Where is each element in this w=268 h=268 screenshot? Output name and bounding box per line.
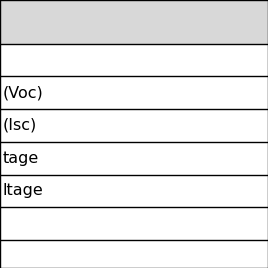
Bar bbox=[0, 0, 268, 44]
Text: tage: tage bbox=[2, 151, 38, 166]
Text: (Voc): (Voc) bbox=[2, 85, 43, 100]
Text: (Isc): (Isc) bbox=[2, 118, 36, 133]
Text: ltage: ltage bbox=[2, 183, 43, 198]
